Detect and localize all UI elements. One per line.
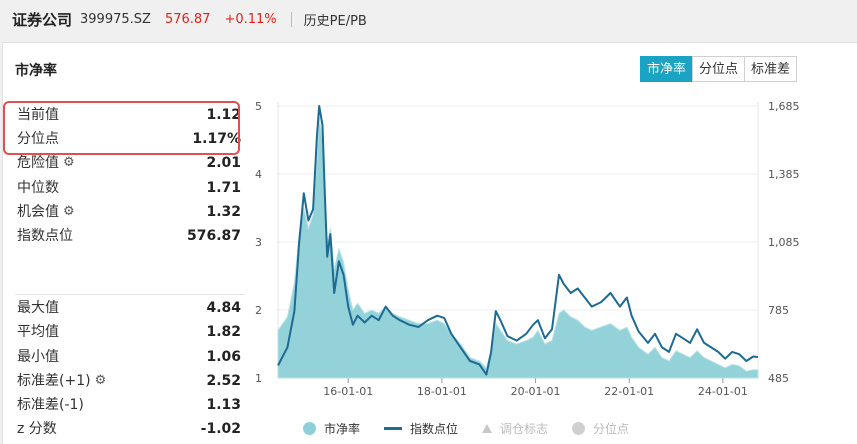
- y-left-tick-label: 2: [255, 304, 262, 317]
- stat-danger: 危险值 ⚙ 2.01: [5, 151, 245, 175]
- stats-divider: [15, 294, 245, 295]
- legend-pct-swatch: [572, 422, 586, 435]
- legend-label: 市净率: [324, 422, 361, 436]
- legend-adjust[interactable]: 调仓标志: [482, 420, 548, 437]
- triangle-icon: [482, 424, 493, 433]
- stat-value: -1.02: [200, 421, 241, 438]
- tab-std[interactable]: 标准差: [744, 56, 798, 82]
- stat-opportunity: 机会值 ⚙ 1.32: [5, 200, 245, 224]
- card-title: 市净率: [15, 63, 57, 79]
- pb-area-series: [277, 116, 759, 379]
- stat-max: 最大值 4.84: [5, 296, 245, 320]
- y-right-tick-label: 1,685: [768, 100, 800, 113]
- stat-value: 1.82: [206, 324, 241, 341]
- stat-label: 最大值: [17, 300, 59, 317]
- stat-label: 指数点位: [17, 228, 73, 245]
- stat-index-point: 指数点位 576.87: [5, 224, 245, 248]
- x-tick-label: 20-01-01: [511, 385, 561, 398]
- stat-value: 2.52: [206, 372, 241, 389]
- chart-legend: 市净率 指数点位 调仓标志 分位点: [303, 420, 653, 437]
- valuation-card: 市净率 市净率 分位点 标准差 当前值 1.12 分位点 1.17% 危险值 ⚙ …: [2, 42, 857, 444]
- stat-label: z 分数: [17, 421, 57, 438]
- stat-value: 1.12: [206, 107, 241, 124]
- stat-value: 2.01: [206, 155, 241, 172]
- y-left-tick-label: 5: [255, 100, 262, 113]
- stat-std-plus: 标准差(+1) ⚙ 2.52: [5, 369, 245, 393]
- stat-median: 中位数 1.71: [5, 176, 245, 200]
- gear-icon[interactable]: ⚙: [63, 155, 75, 171]
- stat-value: 4.84: [206, 300, 241, 317]
- stat-mean: 平均值 1.82: [5, 320, 245, 344]
- stat-std-minus: 标准差(-1) 1.13: [5, 393, 245, 417]
- stat-label: 最小值: [17, 348, 59, 365]
- stat-value: 1.13: [206, 396, 241, 413]
- stat-value: 1.32: [206, 203, 241, 220]
- header-divider: [290, 11, 292, 27]
- y-left-tick-label: 4: [255, 168, 262, 181]
- y-left-tick-label: 1: [255, 372, 262, 385]
- index-name: 证券公司: [12, 10, 73, 29]
- stat-value: 1.71: [206, 179, 241, 196]
- pb-chart[interactable]: 1 2 3 4 5 485 785 1,085 1,385 1,685 16-01-01 18-01-…: [247, 98, 857, 418]
- legend-label: 分位点: [593, 422, 630, 436]
- index-code: 399975.SZ: [80, 11, 151, 27]
- y-right-tick-label: 1,385: [768, 168, 800, 181]
- gear-icon[interactable]: ⚙: [63, 203, 75, 219]
- stat-value: 576.87: [186, 228, 241, 245]
- y-right-tick-label: 485: [768, 372, 789, 385]
- stat-zscore: z 分数 -1.02: [5, 417, 245, 441]
- stat-label: 当前值: [17, 107, 59, 124]
- legend-label: 调仓标志: [500, 422, 549, 436]
- stat-label: 标准差(+1): [17, 372, 91, 389]
- history-pe-pb-link[interactable]: 历史PE/PB: [303, 13, 367, 29]
- legend-index-swatch: [384, 427, 403, 430]
- tab-percentile[interactable]: 分位点: [692, 56, 746, 82]
- stats-panel: 当前值 1.12 分位点 1.17% 危险值 ⚙ 2.01 中位数 1.71 机会…: [5, 103, 245, 441]
- stat-label: 危险值: [17, 155, 59, 172]
- metric-tabs: 市净率 分位点 标准差: [640, 56, 798, 82]
- x-tick-label: 22-01-01: [604, 385, 654, 398]
- stat-min: 最小值 1.06: [5, 345, 245, 369]
- legend-percentile[interactable]: 分位点: [572, 420, 629, 437]
- legend-index[interactable]: 指数点位: [384, 420, 458, 437]
- tab-pb[interactable]: 市净率: [640, 56, 694, 82]
- x-tick-label: 16-01-01: [323, 385, 373, 398]
- legend-label: 指数点位: [410, 422, 459, 436]
- stat-value: 1.17%: [192, 131, 241, 148]
- stat-label: 中位数: [17, 179, 59, 196]
- legend-pb[interactable]: 市净率: [303, 420, 360, 437]
- y-right-tick-label: 1,085: [768, 236, 800, 249]
- stat-label: 机会值: [17, 203, 59, 220]
- gear-icon[interactable]: ⚙: [94, 372, 107, 388]
- index-price: 576.87: [164, 11, 211, 27]
- stat-label: 标准差(-1): [17, 396, 84, 413]
- current-stats-highlight: [3, 101, 240, 155]
- index-change: +0.11%: [224, 11, 277, 27]
- stat-spacer: [5, 248, 245, 296]
- stat-current: 当前值 1.12: [5, 103, 245, 127]
- stat-label: 平均值: [17, 324, 59, 341]
- stat-percentile: 分位点 1.17%: [5, 127, 245, 151]
- y-right-tick-label: 785: [768, 304, 789, 317]
- x-tick-label: 24-01-01: [698, 385, 748, 398]
- header-bar: 证券公司 399975.SZ 576.87 +0.11% 历史PE/PB: [0, 0, 857, 38]
- y-left-tick-label: 3: [255, 236, 262, 249]
- stat-value: 1.06: [206, 348, 241, 365]
- index-line-series: [277, 105, 759, 376]
- legend-pb-swatch: [303, 422, 316, 435]
- stat-label: 分位点: [17, 131, 59, 148]
- x-tick-label: 18-01-01: [417, 385, 467, 398]
